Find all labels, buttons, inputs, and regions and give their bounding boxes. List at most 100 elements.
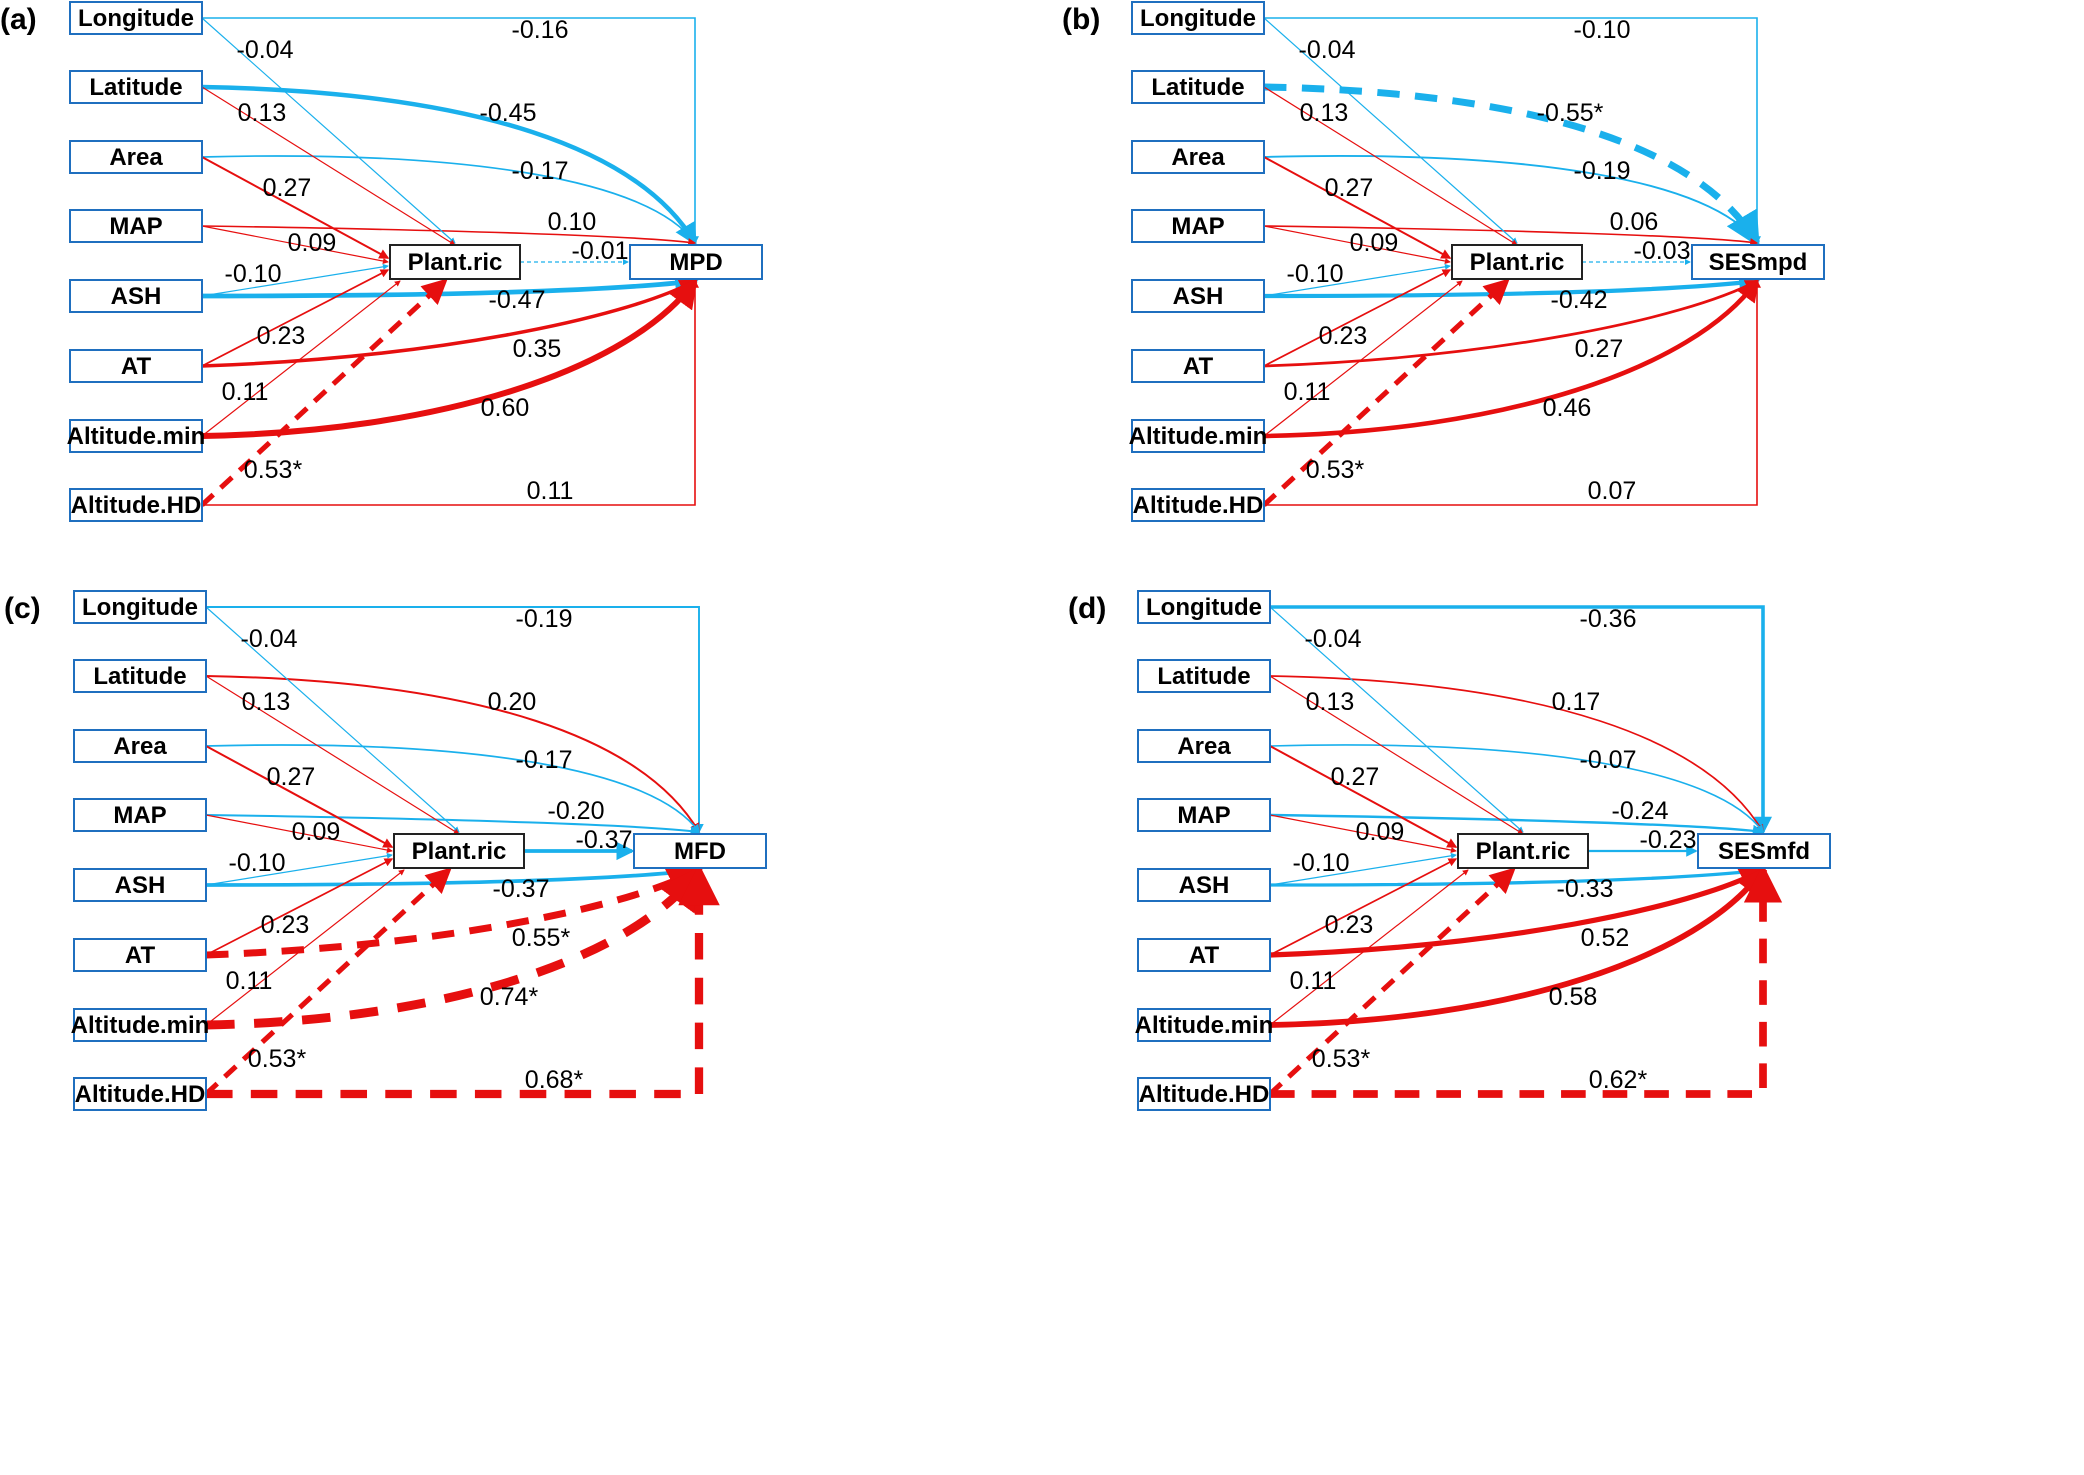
panel-c-mediator-coef-altitude-min: 0.11	[226, 967, 273, 995]
panel-d-mediator-path-ash	[1269, 852, 1457, 886]
panel-a-mediator-coef-map: 0.09	[288, 229, 337, 257]
panel-d-direct-coef-map: -0.24	[1612, 797, 1669, 825]
panel-d-direct-coef-altitude-min: 0.58	[1549, 983, 1598, 1011]
panel-d-node-mediator-label: Plant.ric	[1476, 838, 1571, 865]
panel-d-direct-path-ash	[1269, 863, 1766, 887]
panel-a-node-area	[69, 140, 203, 174]
panel-b-direct-path-area	[1263, 155, 1758, 245]
panel-d-mediator-coef-altitude-hd: 0.53*	[1312, 1045, 1371, 1073]
panel-a-direct-coef-map: 0.10	[548, 208, 597, 236]
panel-b-direct-path-ash	[1263, 272, 1761, 299]
panel-d-mediator-path-longitude	[1269, 606, 1524, 833]
panel-a-direct-path-ash	[201, 271, 699, 299]
panel-d-mediator-coef-map: 0.09	[1356, 818, 1405, 846]
panel-c-node-longitude	[73, 590, 207, 624]
panel-d-direct-path-longitude	[1270, 605, 1772, 835]
panel-d-node-altitude-hd-label: Altitude.HD	[1139, 1081, 1270, 1108]
panel-c-node-altitude-hd-label: Altitude.HD	[75, 1081, 206, 1108]
panel-a-node-ash	[69, 279, 203, 313]
panel-b-mediator-path-altitude-hd	[1262, 278, 1510, 507]
panel-a-mediator-path-area	[201, 156, 390, 259]
panel-c-label: (c)	[4, 592, 41, 625]
panel-b-node-longitude	[1131, 1, 1265, 35]
panel-a-mediator-coef-altitude-hd: 0.53*	[244, 456, 303, 484]
panel-b-node-mediator-label: Plant.ric	[1470, 249, 1565, 276]
panel-d-node-response-label: SESmfd	[1718, 838, 1810, 865]
panel-c-mediator-coef-map: 0.09	[292, 818, 341, 846]
panel-d-direct-path-altitude-min	[1269, 866, 1766, 1028]
panel-a-mediator-coef-altitude-min: 0.11	[222, 378, 269, 406]
panel-d-direct-path-map	[1269, 813, 1765, 837]
panel-a-node-ash-label: ASH	[111, 283, 162, 310]
panel-c-direct-coef-longitude: -0.19	[516, 605, 573, 633]
panel-c-node-mediator-label: Plant.ric	[412, 838, 507, 865]
panel-d-label: (d)	[1068, 592, 1106, 625]
panel-c-mediator-path-area	[205, 745, 394, 848]
panel-a-direct-path-latitude	[201, 84, 697, 246]
panel-c-direct-path-latitude	[205, 675, 700, 834]
panel-b-mediator-coef-ash: -0.10	[1287, 260, 1344, 288]
panel-c-node-latitude	[73, 659, 207, 693]
panel-d-node-response	[1697, 833, 1831, 869]
panel-a-mediator-path-ash	[201, 263, 389, 297]
panel-d-direct-path-latitude	[1269, 675, 1764, 834]
panel-d-mediator-path-altitude-hd	[1268, 867, 1516, 1096]
panel-b-direct-coef-longitude: -0.10	[1574, 16, 1631, 44]
panel-a-direct-coef-ash: -0.47	[489, 286, 546, 314]
panel-b-direct-coef-latitude: -0.55*	[1537, 99, 1604, 127]
panel-d-node-area	[1137, 729, 1271, 763]
panel-c-node-area-label: Area	[113, 733, 167, 760]
panel-c-direct-path-longitude	[206, 606, 704, 834]
panel-a-direct-path-longitude	[202, 17, 699, 245]
panel-d-direct-coef-ash: -0.33	[1557, 875, 1614, 903]
panel-b-mediator-coef-map: 0.09	[1350, 229, 1399, 257]
panel-d-direct-path-altitude-hd	[1270, 864, 1783, 1098]
panel-c-mediator-path-ash	[205, 852, 393, 886]
panel-c-node-altitude-min-label: Altitude.min	[71, 1012, 210, 1039]
panel-a-node-map-label: MAP	[109, 213, 162, 240]
panel-d-direct-coef-latitude: 0.17	[1552, 688, 1601, 716]
panel-a-node-at	[69, 349, 203, 383]
panel-a-node-latitude-label: Latitude	[89, 74, 182, 101]
panel-c-node-map	[73, 798, 207, 832]
panel-b-direct-coef-area: -0.19	[1574, 157, 1631, 185]
panel-b-node-latitude	[1131, 70, 1265, 104]
panel-b-mediator-to-response-coef: -0.03	[1634, 237, 1691, 265]
panel-b-node-ash	[1131, 279, 1265, 313]
panel-d-direct-coef-area: -0.07	[1580, 746, 1637, 774]
panel-a-node-response-label: MPD	[669, 249, 722, 276]
panel-a-node-altitude-hd	[69, 488, 203, 522]
panel-a-direct-coef-area: -0.17	[512, 157, 569, 185]
panel-c-node-mediator	[393, 833, 525, 869]
panel-c-node-response-label: MFD	[674, 838, 726, 865]
panel-c-direct-coef-area: -0.17	[516, 746, 573, 774]
panel-b-mediator-coef-area: 0.27	[1325, 174, 1374, 202]
panel-b-node-response-label: SESmpd	[1709, 249, 1808, 276]
panel-c-mediator-path-latitude	[205, 675, 460, 835]
panel-a-mediator-coef-ash: -0.10	[225, 260, 282, 288]
panel-d-mediator-coef-at: 0.23	[1325, 911, 1374, 939]
panel-d-mediator-path-altitude-min	[1269, 869, 1469, 1026]
panel-d-direct-path-at	[1269, 867, 1767, 958]
panel-b-mediator-path-area	[1263, 156, 1452, 259]
panel-c-direct-coef-map: -0.20	[548, 797, 605, 825]
panel-d-node-latitude-label: Latitude	[1157, 663, 1250, 690]
panel-c-node-at	[73, 938, 207, 972]
panel-d-node-at-label: AT	[1189, 942, 1220, 969]
panel-d-node-ash-label: ASH	[1179, 872, 1230, 899]
panel-d-node-longitude-label: Longitude	[1146, 594, 1262, 621]
panel-b-direct-coef-altitude-hd: 0.07	[1588, 477, 1637, 505]
panel-a-node-altitude-min-label: Altitude.min	[67, 423, 206, 450]
panel-a-mediator-coef-at: 0.23	[257, 322, 306, 350]
panel-b-mediator-path-ash	[1263, 263, 1451, 297]
panel-d-node-altitude-hd	[1137, 1077, 1271, 1111]
panel-a-node-at-label: AT	[121, 353, 152, 380]
panel-c-mediator-coef-at: 0.23	[261, 911, 310, 939]
panel-b-mediator-path-at	[1263, 269, 1452, 367]
panel-c-node-ash-label: ASH	[115, 872, 166, 899]
panel-c-direct-coef-altitude-min: 0.74*	[480, 983, 539, 1011]
panel-a-direct-path-at	[201, 279, 698, 368]
panel-a-direct-coef-altitude-min: 0.60	[481, 394, 530, 422]
panel-b-node-altitude-hd-label: Altitude.HD	[1133, 492, 1264, 519]
panel-b-mediator-path-longitude	[1263, 17, 1518, 244]
